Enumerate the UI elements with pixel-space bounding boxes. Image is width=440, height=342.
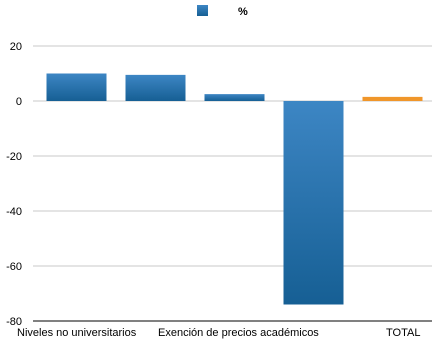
y-tick-label: 20: [10, 41, 22, 53]
x-label-total: TOTAL: [386, 327, 420, 339]
legend-label: %: [238, 6, 248, 18]
bar: [283, 101, 344, 305]
x-axis-labels: Niveles no universitarios Exención de pr…: [17, 327, 420, 339]
y-tick-label: -80: [6, 316, 22, 328]
y-tick-label: -60: [6, 261, 22, 273]
y-tick-label: -20: [6, 151, 22, 163]
bars: [46, 73, 423, 305]
y-tick-label: 0: [16, 96, 22, 108]
y-axis-ticks: 20 0 -20 -40 -60 -80: [6, 41, 22, 328]
x-label-niveles: Niveles no universitarios: [17, 327, 137, 339]
bar: [362, 96, 423, 101]
bar: [204, 94, 265, 101]
y-tick-label: -40: [6, 206, 22, 218]
x-label-exencion: Exención de precios académicos: [158, 327, 319, 339]
bar: [125, 74, 186, 101]
legend-swatch: [197, 5, 208, 16]
bar: [46, 73, 107, 101]
legend: %: [197, 5, 248, 18]
